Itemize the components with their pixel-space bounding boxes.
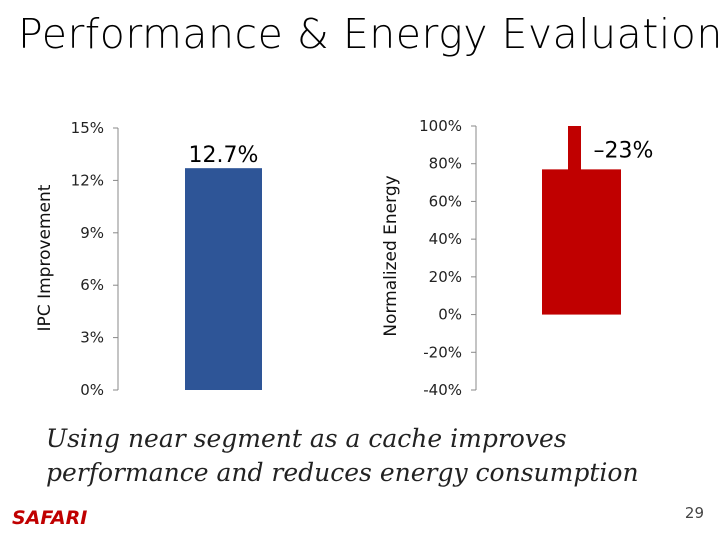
energy-chart: Normalized Energy 100% 80% 60% 40% 20% 0% -20%… [381,117,653,399]
energy-tick-label: -20% [423,343,462,361]
ipc-tick-label: 0% [80,381,104,399]
safari-logo: SAFARI [12,507,87,529]
energy-y-ticks: 100% 80% 60% 40% 20% 0% -20% -40% [419,117,476,399]
ipc-chart: IPC Improvement 15% 12% 9% 6% 3% 0% 12.7% [35,119,262,399]
ipc-tick-label: 6% [80,276,104,294]
ipc-tick-label: 15% [71,119,104,137]
slide-caption: Using near segment as a cache improves p… [46,424,639,487]
ipc-tick-label: 9% [80,224,104,242]
energy-tick-label: 0% [438,306,462,324]
ipc-data-label: 12.7% [189,143,259,168]
energy-tick-label: 40% [429,230,462,248]
safari-logo-text: SAFARI [12,507,87,529]
energy-tick-label: 60% [429,192,462,210]
energy-reduction-marker [568,126,581,171]
ipc-y-ticks: 15% 12% 9% 6% 3% 0% [71,119,118,399]
ipc-y-axis-label: IPC Improvement [35,184,55,331]
page-number: 29 [684,504,704,522]
energy-bar [542,169,621,315]
ipc-tick-label: 12% [71,171,104,189]
energy-tick-label: 20% [429,268,462,286]
slide-title: Performance & Energy Evaluation [18,10,720,58]
energy-y-axis-label: Normalized Energy [381,175,401,336]
energy-tick-label: 80% [429,155,462,173]
energy-tick-label: -40% [423,381,462,399]
energy-data-label: –23% [594,138,654,163]
energy-tick-label: 100% [419,117,462,135]
ipc-tick-label: 3% [80,329,104,347]
ipc-bar [185,168,262,390]
